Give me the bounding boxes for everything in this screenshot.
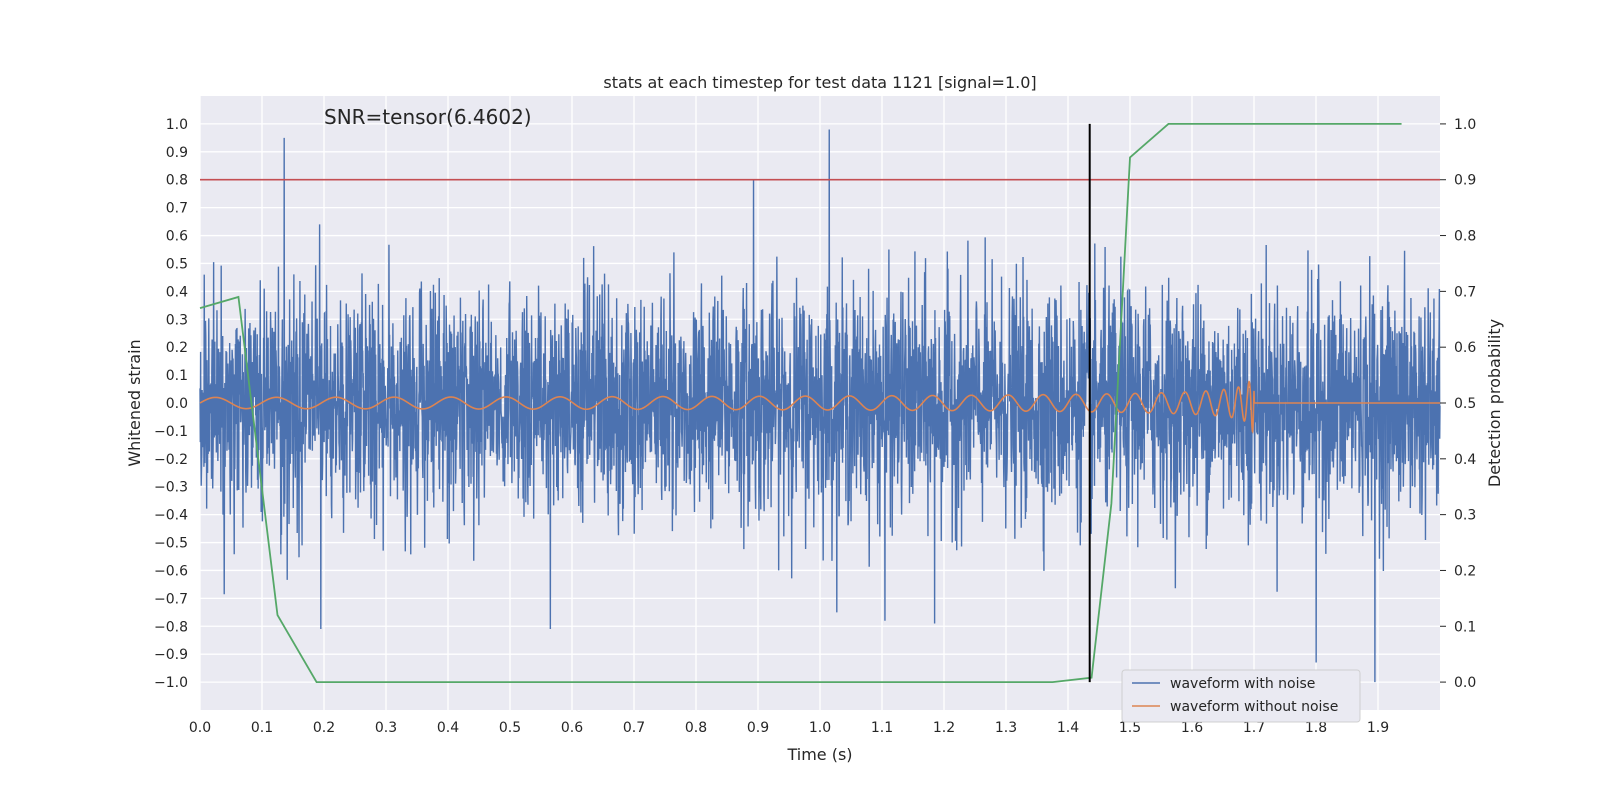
y-right-tick-label: 0.9	[1454, 173, 1476, 189]
y-left-tick-label: 0.9	[166, 145, 188, 161]
y-left-tick-label: −0.2	[154, 452, 188, 468]
x-tick-label: 0.3	[375, 720, 397, 736]
y-right-tick-label: 0.1	[1454, 619, 1476, 635]
series-detection-probability	[199, 123, 1402, 683]
x-tick-label: 0.5	[499, 720, 521, 736]
y-left-tick-label: −0.3	[154, 480, 188, 496]
legend-label-clean: waveform without noise	[1170, 699, 1338, 715]
y-right-tick-label: 0.3	[1454, 508, 1476, 524]
y-left-tick-label: −1.0	[154, 675, 188, 691]
x-tick-label: 0.8	[685, 720, 707, 736]
y-right-tick-label: 1.0	[1454, 117, 1476, 133]
y-left-tick-label: −0.1	[154, 424, 188, 440]
legend-label-noise: waveform with noise	[1170, 676, 1315, 692]
y-right-tick-label: 0.0	[1454, 675, 1476, 691]
x-tick-label: 1.8	[1305, 720, 1327, 736]
y-left-tick-label: 0.1	[166, 368, 188, 384]
x-tick-label: 1.5	[1119, 720, 1141, 736]
y-axis-left-ticks: 1.0 0.9 0.8 0.7 0.6 0.5 0.4 0.3 0.2 0.1 0.0 −0.1 −0.…	[154, 117, 188, 691]
y-right-tick-label: 0.2	[1454, 563, 1476, 579]
series-waveform-with-noise	[199, 129, 1441, 683]
y-left-tick-label: −0.5	[154, 536, 188, 552]
y-left-tick-label: 0.8	[166, 173, 188, 189]
y-left-tick-label: 0.5	[166, 256, 188, 272]
x-tick-label: 1.0	[809, 720, 831, 736]
x-tick-label: 1.4	[1057, 720, 1079, 736]
y-right-tick-label: 0.7	[1454, 284, 1476, 300]
y-right-tick-label: 0.8	[1454, 229, 1476, 245]
y-right-tick-label: 0.6	[1454, 340, 1476, 356]
x-tick-label: 0.0	[189, 720, 211, 736]
x-axis-ticks: 0.0 0.1 0.2 0.3 0.4 0.5 0.6 0.7 0.8 0.9 1.0 1.1 1.2 1…	[189, 720, 1389, 736]
legend: waveform with noise waveform without noi…	[1121, 669, 1361, 723]
y-axis-left-label: Whitened strain	[125, 339, 144, 466]
x-tick-label: 1.1	[871, 720, 893, 736]
y-left-tick-label: 1.0	[166, 117, 188, 133]
x-tick-label: 1.3	[995, 720, 1017, 736]
x-tick-label: 0.4	[437, 720, 459, 736]
legend-box	[1121, 669, 1361, 723]
series-layer	[199, 123, 1441, 683]
y-left-tick-label: 0.7	[166, 201, 188, 217]
x-axis-label: Time (s)	[786, 745, 852, 764]
y-left-tick-label: −0.7	[154, 591, 188, 607]
x-tick-label: 0.2	[313, 720, 335, 736]
y-left-tick-label: −0.8	[154, 619, 188, 635]
chart-title: stats at each timestep for test data 112…	[603, 73, 1036, 92]
y-left-tick-label: 0.4	[166, 284, 188, 300]
y-axis-right-ticks: 1.0 0.9 0.8 0.7 0.6 0.5 0.4 0.3 0.2 0.1 0.0	[1440, 117, 1476, 691]
y-left-tick-label: −0.6	[154, 563, 188, 579]
y-right-tick-label: 0.5	[1454, 396, 1476, 412]
x-tick-label: 1.2	[933, 720, 955, 736]
y-axis-right-label: Detection probability	[1485, 319, 1504, 487]
y-right-tick-label: 0.4	[1454, 452, 1476, 468]
series-waveform-without-noise	[199, 380, 1440, 434]
snr-annotation: SNR=tensor(6.4602)	[324, 105, 532, 129]
y-left-tick-label: −0.9	[154, 647, 188, 663]
x-tick-label: 0.6	[561, 720, 583, 736]
y-left-tick-label: 0.0	[166, 396, 188, 412]
y-left-tick-label: −0.4	[154, 508, 188, 524]
x-tick-label: 0.1	[251, 720, 273, 736]
x-tick-label: 1.7	[1243, 720, 1265, 736]
x-tick-label: 0.9	[747, 720, 769, 736]
x-tick-label: 1.9	[1367, 720, 1389, 736]
x-tick-label: 0.7	[623, 720, 645, 736]
y-left-tick-label: 0.6	[166, 229, 188, 245]
x-tick-label: 1.6	[1181, 720, 1203, 736]
y-left-tick-label: 0.2	[166, 340, 188, 356]
y-left-tick-label: 0.3	[166, 312, 188, 328]
